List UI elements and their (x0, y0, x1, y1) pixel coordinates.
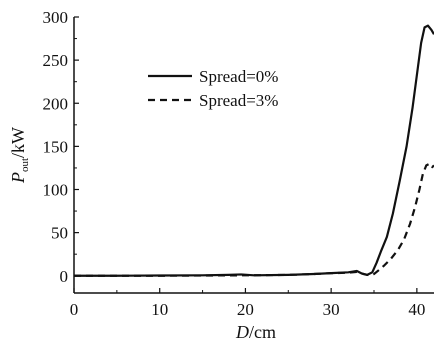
x-axis-unit: /cm (249, 322, 276, 342)
legend-label-spread-0: Spread=0% (199, 67, 278, 86)
y-tick-label: 100 (43, 181, 69, 200)
x-tick-label: 20 (237, 300, 254, 319)
series-line-spread-0 (74, 24, 434, 277)
x-tick-label: 30 (323, 300, 340, 319)
y-tick-label: 50 (51, 224, 68, 243)
series-line-spread-3 (74, 162, 434, 277)
x-axis-title: D/cm (235, 322, 276, 342)
axis-titles: D/cm Pout/kW (8, 127, 276, 342)
y-tick-label: 200 (43, 94, 69, 113)
y-tick-label: 0 (60, 267, 69, 286)
y-axis-unit: /kW (8, 127, 28, 158)
x-axis-symbol: D (235, 322, 249, 342)
legend-label-spread-3: Spread=3% (199, 91, 278, 110)
y-tick-label: 250 (43, 51, 69, 70)
axes: 0 10 20 30 40 0 50 100 150 200 250 300 (43, 8, 434, 319)
legend: Spread=0% Spread=3% (148, 67, 278, 110)
x-tick-label: 10 (151, 300, 168, 319)
y-axis-title: Pout/kW (8, 127, 31, 184)
x-tick-label: 40 (408, 300, 425, 319)
x-tick-label: 0 (70, 300, 79, 319)
y-axis-subscript: out (19, 158, 31, 172)
y-tick-label: 300 (43, 8, 69, 27)
y-tick-label: 150 (43, 137, 69, 156)
series-layer (74, 24, 434, 277)
y-axis-symbol: P (8, 172, 28, 184)
